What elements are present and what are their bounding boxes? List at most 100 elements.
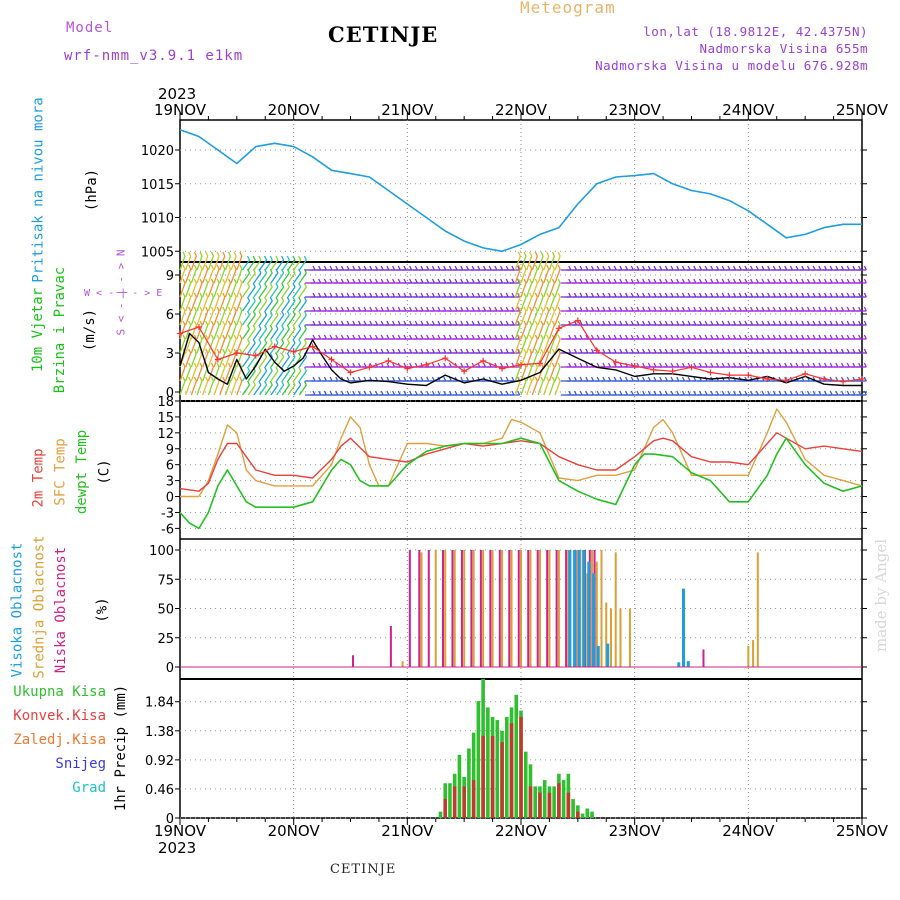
wind-barb [630, 278, 634, 284]
wind-barb [448, 362, 453, 368]
wind-barb [841, 334, 845, 340]
cloud-low-bar [517, 550, 520, 667]
wind-barb [263, 296, 268, 302]
wind-barb [259, 328, 268, 340]
wind-barb [397, 334, 401, 340]
wind-barb [340, 278, 345, 284]
wind-barb [625, 292, 629, 298]
wind-barb [230, 352, 237, 368]
wind-barb [312, 362, 316, 368]
wind-barb [185, 255, 192, 271]
wind-barb [363, 362, 367, 368]
wind-barb [247, 272, 256, 284]
wind-barb [693, 390, 697, 396]
y-tick-label: 50 [157, 603, 174, 618]
wind-barb [619, 265, 623, 271]
wind-barb [210, 292, 214, 298]
cloud-mid-bar [600, 550, 603, 667]
wind-barb [664, 376, 668, 382]
wind-barb [357, 292, 362, 298]
wind-barb [529, 306, 533, 312]
wind-barb [698, 292, 703, 298]
wind-barb [540, 278, 544, 284]
wind-barb [318, 376, 322, 382]
wind-barb [460, 265, 464, 271]
wind-barb [380, 348, 384, 354]
wind-barb [352, 265, 356, 271]
wind-barb [253, 384, 262, 396]
wind-barb [636, 306, 640, 312]
wind-barb [744, 362, 748, 368]
wind-barb [477, 348, 481, 354]
wind-barb [596, 292, 600, 298]
wind-barb [778, 348, 782, 354]
wind-barb [420, 278, 424, 284]
elevation-text: Nadmorska Visina 655m [699, 41, 868, 56]
wind-barb [386, 320, 390, 326]
wind-barb [596, 265, 600, 271]
wind-barb [755, 292, 759, 298]
wind-barb [607, 320, 612, 326]
wind-barb [205, 306, 209, 312]
wind-barb [772, 265, 776, 271]
cloud-low-bar [546, 550, 549, 667]
wind-barb [403, 306, 407, 312]
wind-barb [636, 334, 640, 340]
wind-barb [659, 390, 663, 396]
wind-barb [233, 292, 237, 298]
wind-barb [543, 366, 550, 382]
wind-barb [460, 320, 464, 326]
wind-barb [258, 255, 262, 261]
cloud-mid-label: Srednja Oblacnost [31, 535, 48, 679]
wind-barb [585, 348, 589, 354]
wind-barb [698, 334, 703, 340]
gust-marker [688, 364, 695, 371]
wind-barb [363, 390, 367, 396]
wind-barb [292, 296, 296, 302]
wind-barb [607, 362, 612, 368]
cloud-low-bar [527, 550, 530, 667]
wind-barb [477, 334, 481, 340]
wind-barb [681, 390, 686, 396]
wind-barb [505, 334, 509, 340]
wind-barb [619, 320, 623, 326]
wind-barb [573, 306, 578, 312]
wind-barb [298, 366, 302, 372]
wind-barb [269, 366, 273, 372]
wind-barb [482, 390, 487, 396]
wind-barb [772, 306, 776, 312]
wind-barb [298, 300, 307, 312]
wind-barb [642, 390, 646, 396]
wind-barb [540, 348, 544, 354]
wind-barb [196, 366, 203, 382]
wind-barb [704, 362, 708, 368]
wind-barb [193, 334, 197, 340]
wind-barb [520, 380, 527, 396]
wind-barb [275, 352, 279, 358]
wind-barb [801, 362, 805, 368]
wind-barb [829, 306, 833, 312]
wind-barb [329, 306, 333, 312]
wind-barb [259, 259, 268, 271]
wind-barb [687, 348, 691, 354]
y-tick-label: 1015 [141, 178, 174, 193]
wind-barb [477, 390, 481, 396]
wind-barb [687, 334, 691, 340]
wind-barb [222, 376, 226, 382]
wind-barb [590, 306, 595, 312]
wind-barb [738, 362, 742, 368]
y-tick-label: 100 [149, 544, 174, 559]
wind-barb [219, 366, 226, 382]
wind-barb [482, 362, 487, 368]
wind-barb [852, 390, 856, 396]
wind-barb [471, 348, 475, 354]
wind-barb [420, 334, 424, 340]
wind-barb [613, 278, 617, 284]
wind-barb [392, 306, 396, 312]
precip-total-bar [590, 811, 594, 818]
wind-barb [216, 348, 220, 354]
wind-barb [196, 255, 203, 271]
wind-barb [275, 282, 279, 288]
wind-barb [529, 278, 533, 284]
wind-barb [693, 334, 697, 340]
